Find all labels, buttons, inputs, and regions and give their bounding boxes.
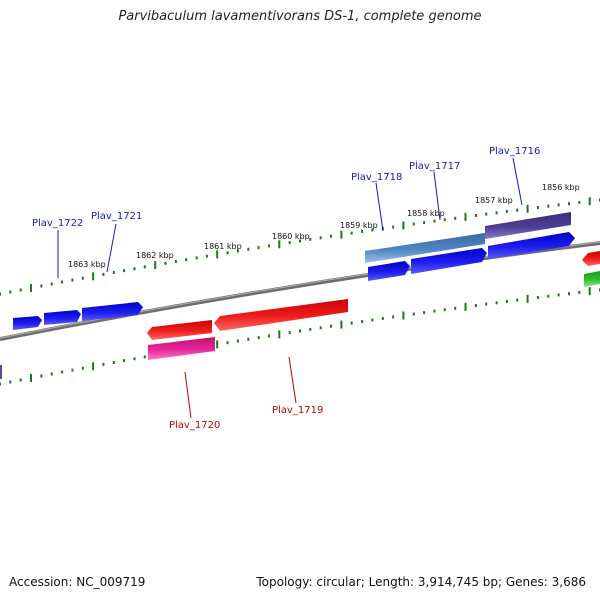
gene-leader-line: [512, 157, 523, 206]
gene-arrow-reverse[interactable]: [582, 251, 600, 266]
gene-arrow-forward[interactable]: [488, 232, 575, 259]
gene-label[interactable]: Plav_1718: [351, 172, 402, 183]
genome-title: Parvibaculum lavamentivorans DS-1, compl…: [118, 9, 482, 24]
scale-label: 1860 kbp: [272, 232, 310, 241]
gene-label[interactable]: Plav_1721: [91, 211, 142, 222]
accession-text: Accession: NC_009719: [9, 575, 146, 589]
gene-label[interactable]: Plav_1719: [272, 405, 323, 416]
scale-label: 1859 kbp: [340, 221, 378, 230]
genome-info-text: Topology: circular; Length: 3,914,745 bp…: [256, 575, 586, 589]
gene-leader-line: [288, 356, 297, 404]
gene-arrow-forward[interactable]: [368, 261, 410, 281]
gene-arrow-forward[interactable]: [82, 302, 143, 321]
gene-feature-green[interactable]: [584, 271, 600, 287]
gene-feature-steelblue[interactable]: [365, 233, 485, 263]
scale-label: 1858 kbp: [407, 209, 445, 218]
gene-label[interactable]: Plav_1717: [409, 161, 460, 172]
gene-leader-line: [106, 223, 117, 273]
scale-label: 1863 kbp: [68, 260, 106, 269]
gene-feature-pink[interactable]: [148, 337, 215, 360]
gene-label[interactable]: Plav_1722: [32, 218, 83, 229]
gene-arrow-forward[interactable]: [13, 316, 42, 330]
scale-ticks-inner: [0, 287, 600, 386]
gene-leader-line: [375, 182, 384, 232]
gene-label[interactable]: Plav_1716: [489, 146, 540, 157]
gene-arrow-forward[interactable]: [44, 310, 81, 325]
gene-label[interactable]: Plav_1720: [169, 420, 220, 431]
gene-feature-edge[interactable]: [0, 365, 2, 379]
scale-label: 1856 kbp: [542, 183, 580, 192]
gene-feature-purple[interactable]: [485, 212, 571, 239]
gene-arrow-forward[interactable]: [411, 248, 487, 274]
scale-label: 1857 kbp: [475, 196, 513, 205]
scale-label: 1861 kbp: [204, 242, 242, 251]
gene-arrow-reverse[interactable]: [214, 299, 348, 331]
genome-backbone: [0, 241, 600, 341]
gene-arrow-reverse[interactable]: [147, 320, 212, 340]
gene-leader-line: [184, 371, 192, 419]
scale-label: 1862 kbp: [136, 251, 174, 260]
gene-leader-line: [433, 171, 441, 221]
